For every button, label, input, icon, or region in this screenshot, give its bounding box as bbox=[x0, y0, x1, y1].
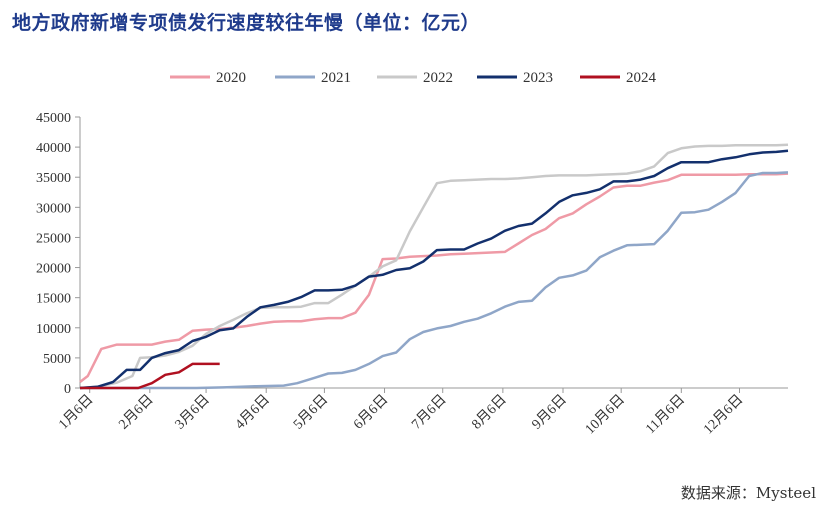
x-tick-label: 3月6日 bbox=[172, 392, 213, 433]
x-tick-label: 2月6日 bbox=[116, 392, 157, 433]
x-tick-label: 7月6日 bbox=[409, 392, 450, 433]
y-tick-label: 20000 bbox=[36, 262, 71, 277]
y-tick-label: 35000 bbox=[36, 171, 71, 186]
series-group bbox=[79, 143, 789, 390]
y-tick-label: 25000 bbox=[36, 231, 71, 246]
y-tick-label: 15000 bbox=[36, 292, 71, 307]
legend-label-2022: 2022 bbox=[423, 70, 453, 86]
legend-label-2023: 2023 bbox=[523, 70, 553, 86]
chart-title: 地方政府新增专项债发行速度较往年慢（单位：亿元） bbox=[12, 12, 481, 34]
y-tick-label: 40000 bbox=[36, 141, 71, 156]
x-tick-label: 6月6日 bbox=[350, 392, 391, 433]
chart-legend: 2020 2021 2022 2023 2024 bbox=[170, 70, 657, 86]
legend-label-2020: 2020 bbox=[216, 70, 246, 86]
x-tick-label: 5月6日 bbox=[290, 392, 331, 433]
y-tick-label: 30000 bbox=[36, 201, 71, 216]
series-line-2023 bbox=[79, 149, 789, 390]
data-source: 数据来源：Mysteel bbox=[680, 484, 816, 502]
x-tick-label: 1月6日 bbox=[56, 392, 97, 433]
y-axis: 0 5000 10000 15000 20000 25000 30000 35000 40000… bbox=[36, 111, 81, 397]
legend-label-2024: 2024 bbox=[626, 70, 657, 86]
series-line-2021 bbox=[80, 171, 789, 390]
x-tick-label: 10月6日 bbox=[582, 392, 628, 438]
y-tick-label: 0 bbox=[64, 382, 71, 397]
legend-label-2021: 2021 bbox=[321, 70, 351, 86]
series-line-2020 bbox=[79, 172, 789, 383]
y-tick-label: 10000 bbox=[36, 322, 71, 337]
x-tick-label: 12月6日 bbox=[700, 392, 746, 438]
series-line-2022 bbox=[79, 143, 789, 390]
y-tick-label: 5000 bbox=[43, 352, 71, 367]
x-tick-label: 11月6日 bbox=[643, 392, 689, 438]
y-tick-label: 45000 bbox=[36, 111, 71, 126]
x-tick-label: 9月6日 bbox=[529, 392, 570, 433]
series-line-2024 bbox=[80, 362, 220, 390]
x-axis: 1月6日 2月6日 3月6日 4月6日 5月6日 6月6日 7月6日 8月6日 9月6日 10月6… bbox=[56, 387, 788, 438]
x-tick-label: 4月6日 bbox=[232, 392, 273, 433]
x-tick-label: 8月6日 bbox=[469, 392, 510, 433]
